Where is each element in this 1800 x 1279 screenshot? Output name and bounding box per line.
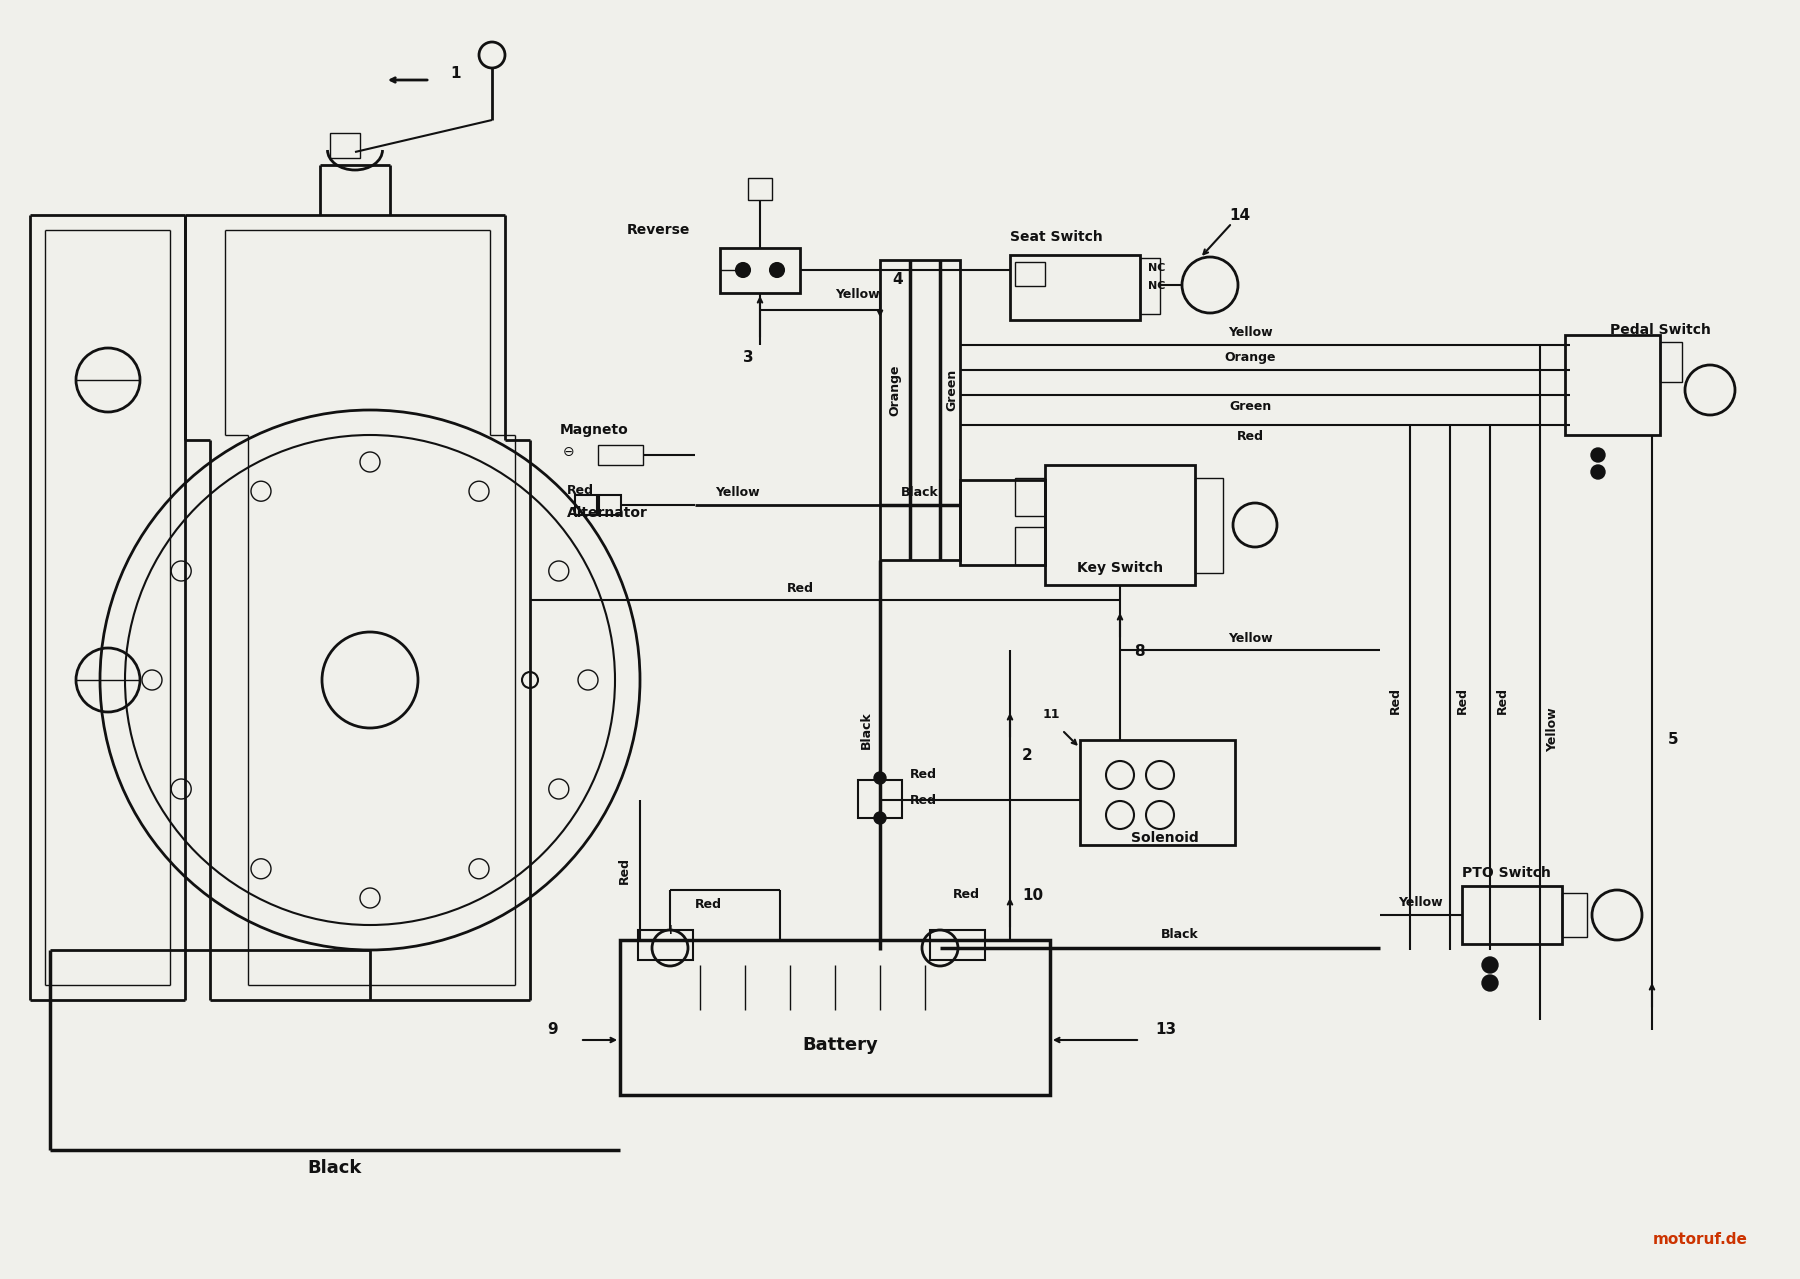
Text: Red: Red bbox=[617, 857, 630, 884]
Text: PTO Switch: PTO Switch bbox=[1462, 866, 1552, 880]
Circle shape bbox=[875, 812, 886, 824]
Bar bbox=[1015, 527, 1046, 565]
Text: Red: Red bbox=[1388, 687, 1402, 714]
Circle shape bbox=[1481, 975, 1498, 991]
Bar bbox=[637, 930, 693, 961]
Circle shape bbox=[1481, 957, 1498, 973]
Text: Pedal Switch: Pedal Switch bbox=[1609, 324, 1710, 336]
Text: Red: Red bbox=[952, 889, 979, 902]
Bar bbox=[1015, 262, 1046, 286]
Text: Key Switch: Key Switch bbox=[1076, 561, 1163, 576]
Text: Yellow: Yellow bbox=[1228, 326, 1273, 339]
Bar bbox=[1010, 255, 1139, 320]
Text: Yellow: Yellow bbox=[715, 486, 760, 500]
Text: 13: 13 bbox=[1156, 1022, 1175, 1037]
Text: Green: Green bbox=[945, 368, 958, 411]
Text: Red: Red bbox=[787, 582, 814, 595]
Text: Orange: Orange bbox=[889, 365, 902, 416]
Text: Magneto: Magneto bbox=[560, 423, 628, 437]
Circle shape bbox=[1591, 448, 1606, 462]
Text: ⊖: ⊖ bbox=[563, 445, 574, 459]
Text: Alternator: Alternator bbox=[567, 506, 648, 521]
Text: Black: Black bbox=[1161, 929, 1199, 941]
Bar bbox=[1139, 258, 1159, 315]
Bar bbox=[859, 780, 902, 819]
Circle shape bbox=[875, 773, 886, 784]
Circle shape bbox=[1591, 466, 1606, 480]
Bar bbox=[1046, 466, 1195, 585]
Circle shape bbox=[736, 263, 751, 278]
Bar bbox=[1562, 893, 1588, 938]
Bar bbox=[749, 178, 772, 200]
Text: Red: Red bbox=[695, 899, 722, 912]
Bar bbox=[931, 930, 985, 961]
Text: Red: Red bbox=[567, 483, 594, 496]
Text: Yellow: Yellow bbox=[1546, 707, 1559, 752]
Text: Solenoid: Solenoid bbox=[1130, 831, 1199, 845]
Text: Red: Red bbox=[1496, 687, 1508, 714]
Text: 2: 2 bbox=[1022, 747, 1033, 762]
Text: Orange: Orange bbox=[1224, 352, 1276, 365]
Text: Yellow: Yellow bbox=[1397, 897, 1442, 909]
Text: 9: 9 bbox=[547, 1022, 558, 1037]
Text: -: - bbox=[938, 923, 943, 938]
Bar bbox=[1564, 335, 1660, 435]
Text: Red: Red bbox=[911, 769, 938, 781]
Text: 5: 5 bbox=[1669, 733, 1679, 747]
Text: Red: Red bbox=[1237, 431, 1264, 444]
Bar bbox=[329, 133, 360, 159]
Text: 4: 4 bbox=[893, 272, 902, 288]
Bar bbox=[1195, 478, 1222, 573]
Text: Reverse: Reverse bbox=[626, 223, 689, 237]
Text: Yellow: Yellow bbox=[1228, 632, 1273, 645]
Text: Battery: Battery bbox=[803, 1036, 878, 1054]
Bar bbox=[1462, 886, 1562, 944]
Bar bbox=[599, 495, 621, 515]
Bar bbox=[880, 260, 959, 560]
Text: Black: Black bbox=[902, 486, 940, 500]
Text: Red: Red bbox=[911, 793, 938, 807]
Bar bbox=[720, 248, 799, 293]
Text: NC: NC bbox=[1148, 263, 1165, 272]
Text: Yellow: Yellow bbox=[835, 289, 880, 302]
Bar bbox=[1660, 341, 1681, 382]
Bar bbox=[959, 480, 1046, 565]
Text: 14: 14 bbox=[1229, 207, 1251, 223]
Text: 10: 10 bbox=[1022, 888, 1044, 903]
Circle shape bbox=[770, 263, 785, 278]
Bar bbox=[598, 445, 643, 466]
Text: 11: 11 bbox=[1042, 709, 1060, 721]
Text: NC: NC bbox=[1148, 281, 1165, 292]
Bar bbox=[574, 495, 598, 515]
Text: motoruf.de: motoruf.de bbox=[1652, 1233, 1748, 1247]
Text: +: + bbox=[664, 923, 675, 938]
Text: 8: 8 bbox=[1134, 645, 1145, 660]
Text: Black: Black bbox=[308, 1159, 362, 1177]
Text: Green: Green bbox=[1229, 400, 1271, 413]
Bar bbox=[1015, 478, 1046, 515]
Text: 1: 1 bbox=[450, 65, 461, 81]
Bar bbox=[619, 940, 1049, 1095]
Text: Seat Switch: Seat Switch bbox=[1010, 230, 1103, 244]
Text: Red: Red bbox=[1456, 687, 1469, 714]
Bar bbox=[1080, 741, 1235, 845]
Text: Black: Black bbox=[860, 711, 873, 749]
Text: 3: 3 bbox=[743, 350, 754, 366]
